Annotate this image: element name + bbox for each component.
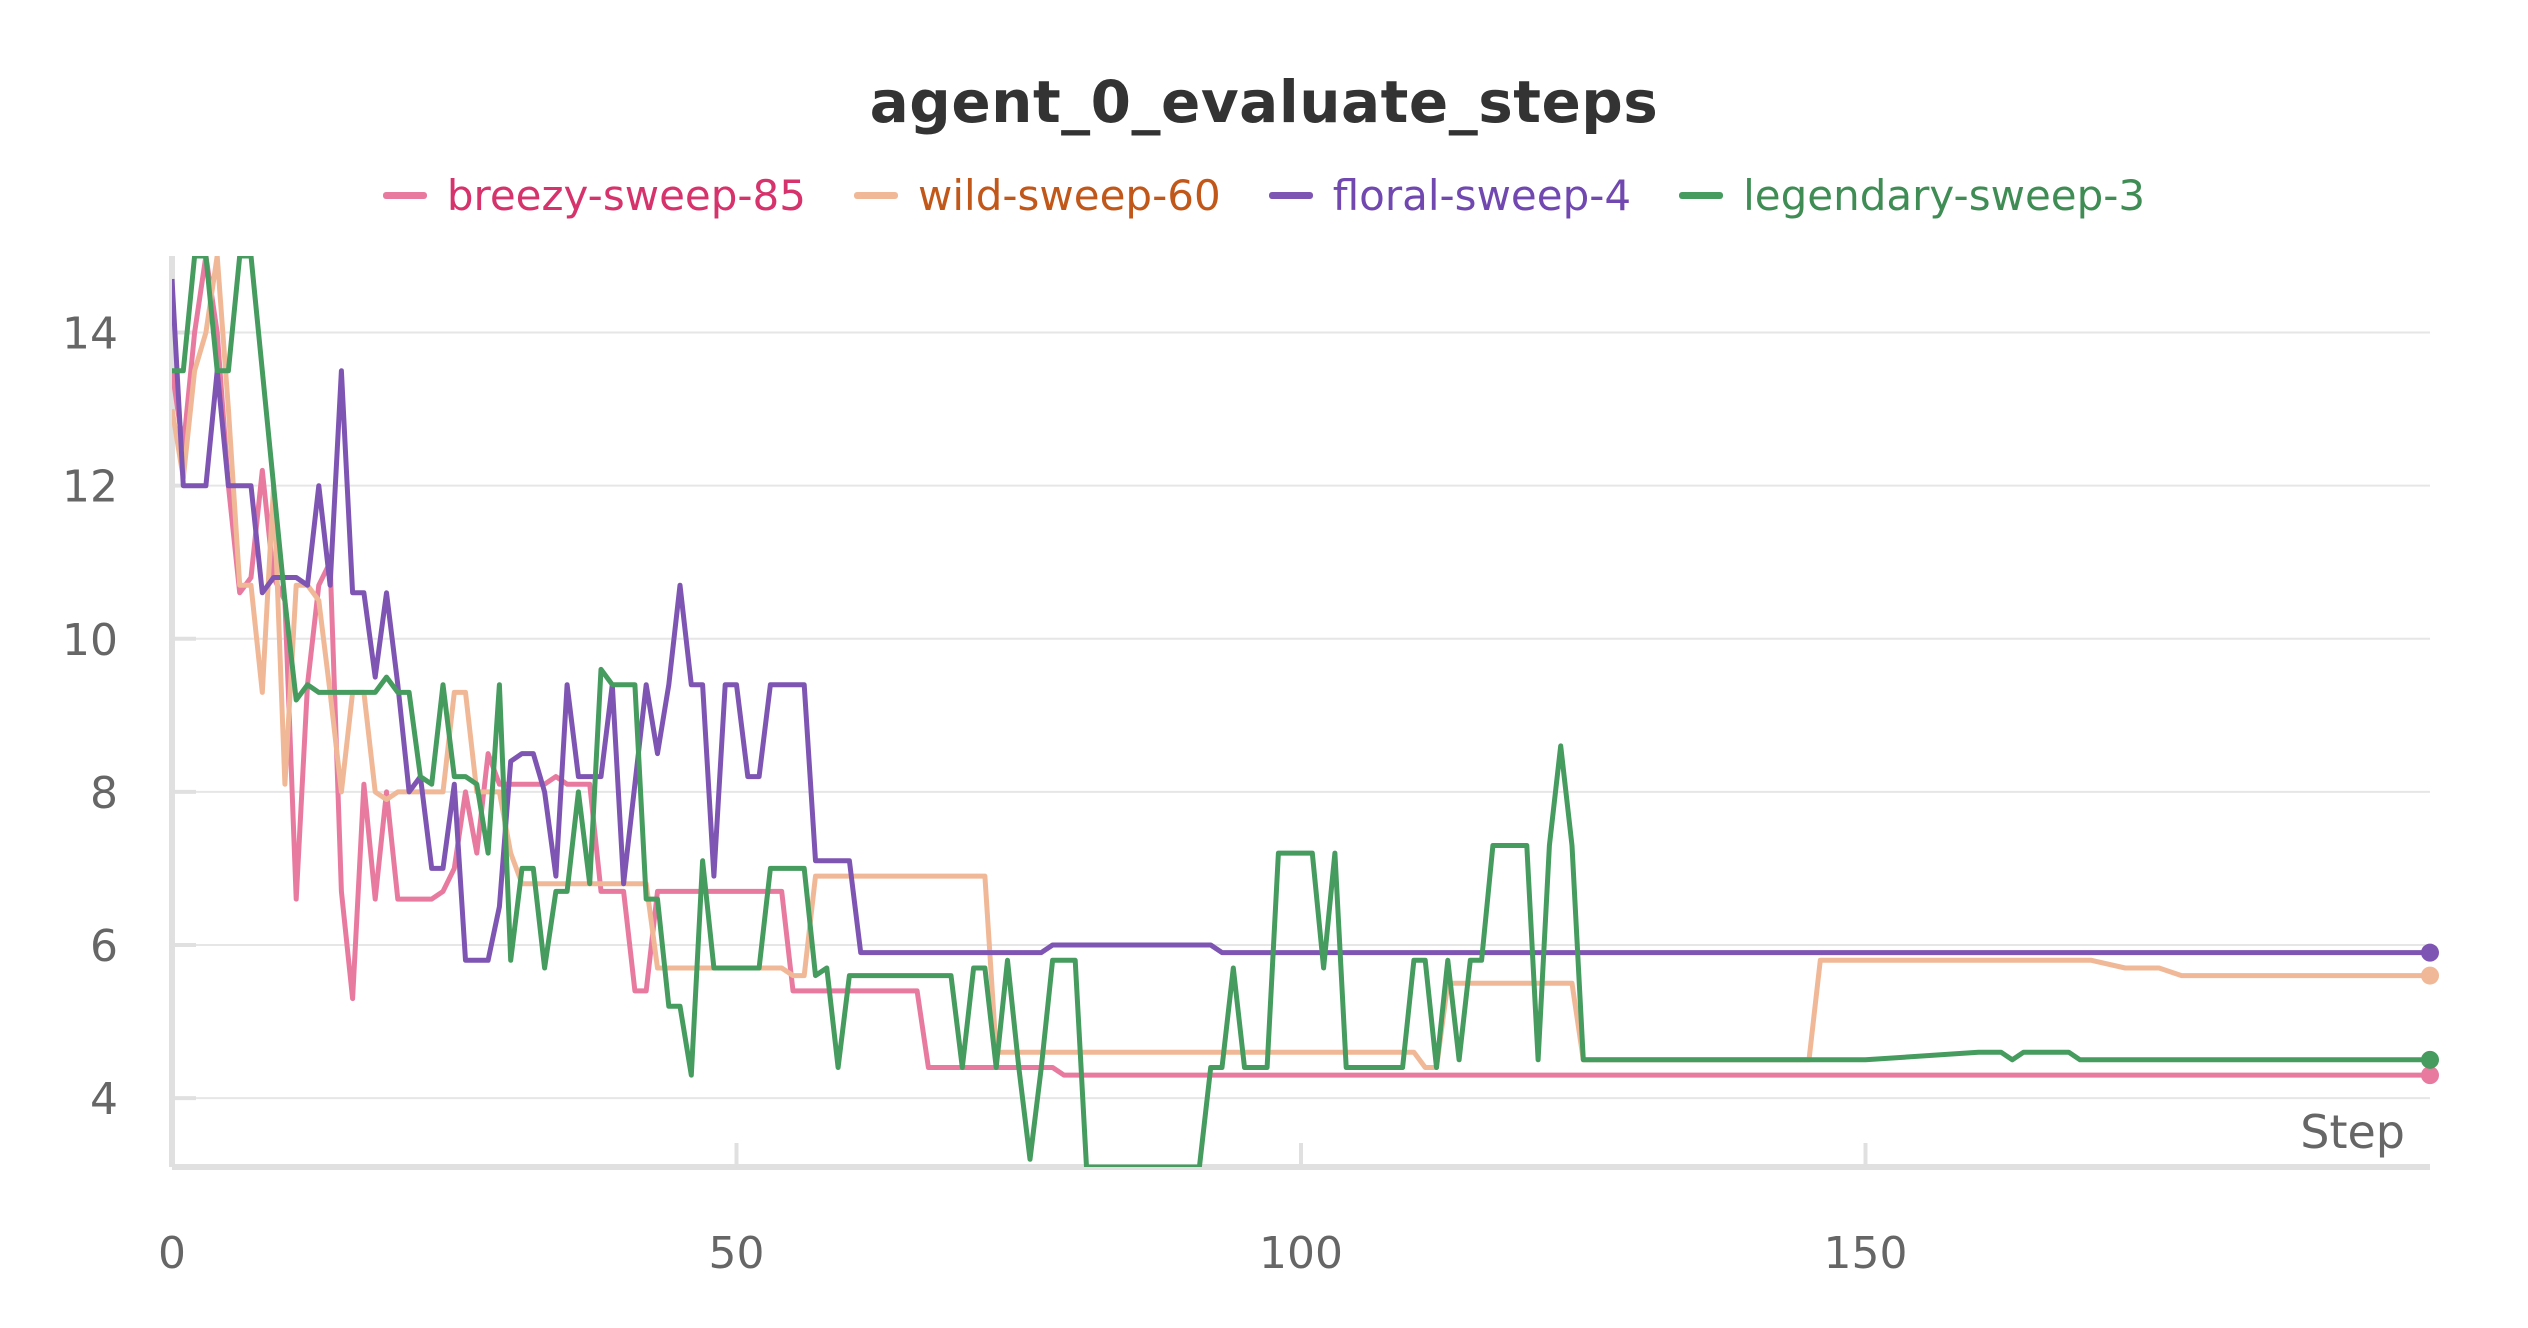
y-tick-label: 12 bbox=[62, 462, 118, 513]
tick-labels: 4 6 8 10 12 14 0 50 100 150 bbox=[62, 309, 1907, 1279]
chart-title: agent_0_evaluate_steps bbox=[869, 68, 1659, 136]
legend-item-legendary-sweep-3[interactable]: legendary-sweep-3 bbox=[1679, 171, 2145, 220]
grid-lines bbox=[172, 331, 2430, 1100]
x-tick-label: 50 bbox=[709, 1228, 765, 1279]
series-lines bbox=[172, 256, 2439, 1167]
legend-item-wild-sweep-60[interactable]: wild-sweep-60 bbox=[854, 171, 1221, 220]
y-tick-label: 4 bbox=[90, 1074, 118, 1125]
series-line-floral-sweep-4 bbox=[172, 278, 2430, 963]
series-endpoint-floral-sweep-4 bbox=[2421, 943, 2439, 962]
x-tick-label: 0 bbox=[158, 1228, 186, 1279]
series-endpoint-legendary-sweep-3 bbox=[2421, 1050, 2439, 1069]
legend-swatch bbox=[1679, 191, 1724, 199]
axes bbox=[169, 256, 2430, 1170]
series-endpoint-breezy-sweep-85 bbox=[2421, 1066, 2439, 1085]
legend-label: legendary-sweep-3 bbox=[1743, 170, 2146, 220]
legend-swatch bbox=[382, 191, 427, 199]
y-tick-label: 14 bbox=[62, 309, 118, 360]
legend: breezy-sweep-85 wild-sweep-60 floral-sweep… bbox=[0, 160, 2528, 230]
series-endpoint-wild-sweep-60 bbox=[2421, 966, 2439, 985]
y-tick-label: 8 bbox=[90, 768, 118, 819]
legend-item-breezy-sweep-85[interactable]: breezy-sweep-85 bbox=[382, 170, 807, 220]
y-tick-label: 6 bbox=[90, 921, 118, 972]
legend-swatch bbox=[1268, 191, 1313, 199]
legend-label: wild-sweep-60 bbox=[918, 170, 1221, 220]
x-tick-label: 100 bbox=[1259, 1228, 1343, 1279]
series-line-breezy-sweep-85 bbox=[172, 256, 2430, 1078]
x-tick-label: 150 bbox=[1824, 1228, 1908, 1279]
legend-label: breezy-sweep-85 bbox=[446, 170, 807, 220]
legend-item-floral-sweep-4[interactable]: floral-sweep-4 bbox=[1268, 170, 1632, 220]
x-axis-label: Step bbox=[2300, 1105, 2405, 1159]
series-line-legendary-sweep-3 bbox=[172, 256, 2430, 1167]
legend-label: floral-sweep-4 bbox=[1332, 170, 1632, 220]
y-tick-label: 10 bbox=[62, 615, 118, 666]
legend-swatch bbox=[854, 191, 899, 199]
